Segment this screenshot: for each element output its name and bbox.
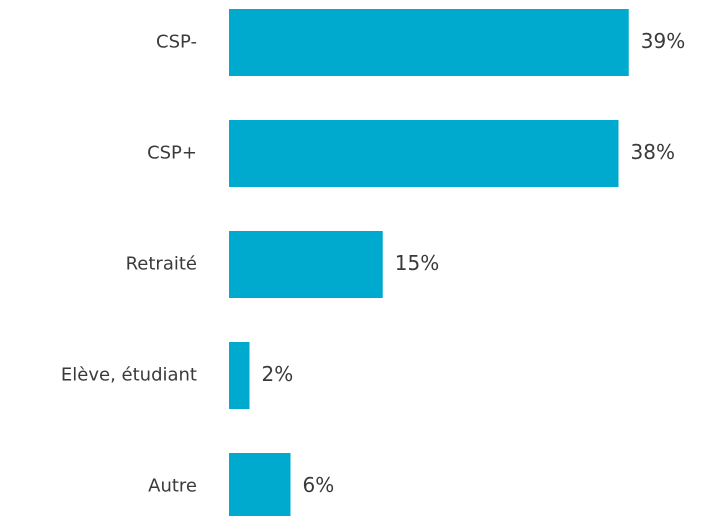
bar <box>229 231 383 298</box>
value-label: 2% <box>262 362 294 386</box>
category-label: CSP+ <box>147 143 197 164</box>
value-label: 6% <box>303 473 335 497</box>
value-label: 15% <box>395 251 439 275</box>
category-label: Elève, étudiant <box>61 365 197 386</box>
value-label: 38% <box>631 140 675 164</box>
bar <box>229 342 250 409</box>
bar <box>229 453 291 516</box>
bar <box>229 120 619 187</box>
value-label: 39% <box>641 29 685 53</box>
category-label: CSP- <box>156 32 197 53</box>
bar <box>229 9 629 76</box>
category-label: Autre <box>148 476 197 497</box>
category-label: Retraité <box>126 254 197 275</box>
